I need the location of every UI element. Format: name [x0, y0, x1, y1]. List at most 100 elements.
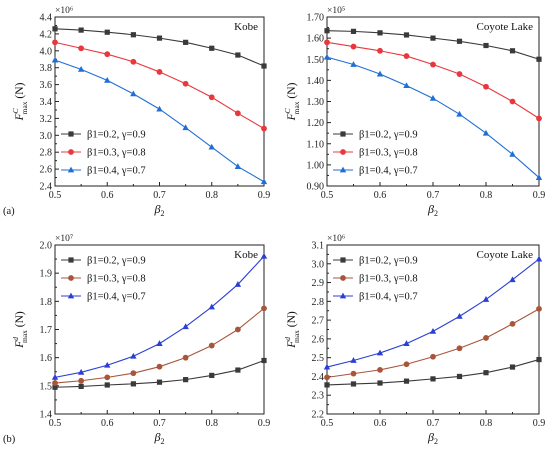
x-tick-label: 0.7 — [427, 190, 440, 201]
data-point — [130, 58, 137, 65]
data-point — [234, 326, 241, 333]
legend-marker — [340, 131, 346, 137]
legend-marker — [68, 275, 74, 281]
x-axis-label: β2 — [154, 202, 165, 218]
panel-title: Coyote Lake — [476, 249, 533, 261]
y-multiplier: ×10⁶ — [327, 234, 345, 244]
legend-marker — [340, 149, 346, 155]
y-tick-label: 3.2 — [40, 114, 53, 125]
data-point — [261, 125, 267, 132]
y-tick-label: 3.0 — [312, 259, 325, 270]
y-tick-label: 1.40 — [307, 76, 325, 87]
data-point — [350, 370, 357, 377]
y-tick-label: 2.8 — [312, 297, 325, 308]
data-point — [104, 361, 111, 368]
y-tick-label: 1.20 — [307, 118, 325, 129]
data-point — [208, 94, 215, 101]
y-tick-label: 1.30 — [307, 97, 325, 108]
series-line — [326, 56, 540, 178]
data-point — [77, 368, 85, 375]
y-tick-label: 2.8 — [40, 148, 53, 159]
data-point — [78, 45, 85, 52]
legend-entry: β1=0.4, γ=0.7 — [61, 166, 146, 177]
data-point — [182, 80, 189, 87]
y-tick-label: 1.00 — [307, 160, 325, 171]
y-tick-label: 2.6 — [312, 334, 325, 345]
data-point — [156, 69, 163, 75]
data-point — [483, 42, 489, 49]
y-tick-label: 1.70 — [307, 13, 325, 24]
series-1 — [52, 357, 267, 390]
data-point — [52, 26, 58, 32]
chart-panel-3: 0.5 0.6 0.7 0.8 0.9 1.4 1.5 1.6 1.7 1.8 1.9 2.0×10⁷… — [3, 234, 270, 446]
data-point — [77, 65, 85, 72]
y-tick-label: 2.9 — [312, 278, 325, 289]
data-point — [324, 382, 330, 388]
legend-entry: β1=0.4, γ=0.7 — [61, 292, 146, 303]
y-axis-label: Fdmax (N) — [283, 311, 301, 349]
data-point — [535, 174, 543, 180]
series-2 — [52, 39, 267, 132]
data-point — [482, 129, 490, 136]
legend-marker — [339, 292, 347, 299]
legend-entry: β1=0.3, γ=0.8 — [61, 274, 146, 285]
y-tick-label: 3.6 — [40, 80, 53, 91]
data-point — [261, 305, 267, 312]
plot-frame — [54, 16, 265, 187]
x-axis-label: β2 — [427, 202, 438, 218]
y-tick-label: 1.8 — [40, 297, 53, 308]
data-point — [235, 52, 241, 58]
x-tick-label: 0.5 — [49, 418, 62, 429]
data-point — [430, 376, 436, 382]
data-point — [78, 27, 84, 33]
panel-label: (b) — [3, 434, 16, 445]
series-line — [326, 308, 540, 378]
x-tick-label: 0.5 — [321, 190, 334, 201]
y-tick-label: 3.4 — [40, 97, 53, 108]
x-tick-label: 0.9 — [258, 418, 271, 429]
legend-label: β1=0.2, γ=0.9 — [359, 130, 418, 141]
legend-entry: β1=0.2, γ=0.9 — [333, 256, 418, 267]
data-point — [104, 374, 111, 381]
x-tick-label: 0.6 — [101, 418, 114, 429]
data-point — [51, 373, 59, 380]
data-point — [260, 252, 268, 259]
x-tick-label: 0.8 — [206, 190, 219, 201]
x-tick-label: 0.8 — [206, 418, 219, 429]
data-point — [509, 276, 516, 283]
data-point — [130, 381, 136, 387]
data-point — [456, 345, 463, 352]
chart-panel-4: 0.5 0.6 0.7 0.8 0.9 2.2 2.3 2.4 2.5 2.6 2.7 2.8 2.9 3… — [283, 234, 545, 446]
series-2 — [324, 305, 542, 381]
data-point — [156, 363, 163, 370]
data-point — [536, 56, 542, 62]
data-point — [234, 163, 242, 169]
series-3 — [323, 255, 543, 370]
data-point — [430, 353, 436, 360]
x-tick-label: 0.7 — [427, 418, 440, 429]
data-point — [377, 380, 383, 386]
x-axis-label: β2 — [427, 430, 438, 446]
y-tick-label: 3.0 — [40, 131, 53, 142]
legend-entry: β1=0.2, γ=0.9 — [61, 130, 146, 141]
series-line — [54, 28, 265, 67]
y-tick-label: 2.6 — [40, 165, 53, 176]
y-tick-label: 1.50 — [307, 55, 325, 66]
legend-label: β1=0.3, γ=0.8 — [359, 148, 418, 159]
y-tick-label: 0.90 — [307, 182, 325, 193]
data-point — [536, 305, 542, 312]
data-point — [509, 320, 516, 327]
data-point — [403, 53, 410, 59]
legend-entry: β1=0.2, γ=0.9 — [333, 130, 418, 141]
panel-title: Kobe — [234, 21, 258, 33]
legend-marker — [339, 166, 347, 173]
y-tick-label: 4.2 — [40, 29, 53, 40]
series-line — [54, 59, 265, 183]
data-point — [324, 374, 330, 381]
x-tick-label: 0.9 — [258, 190, 271, 201]
x-tick-label: 0.6 — [374, 190, 387, 201]
series-3 — [323, 53, 543, 180]
data-point — [509, 150, 516, 157]
data-point — [350, 28, 357, 34]
data-point — [509, 48, 516, 54]
